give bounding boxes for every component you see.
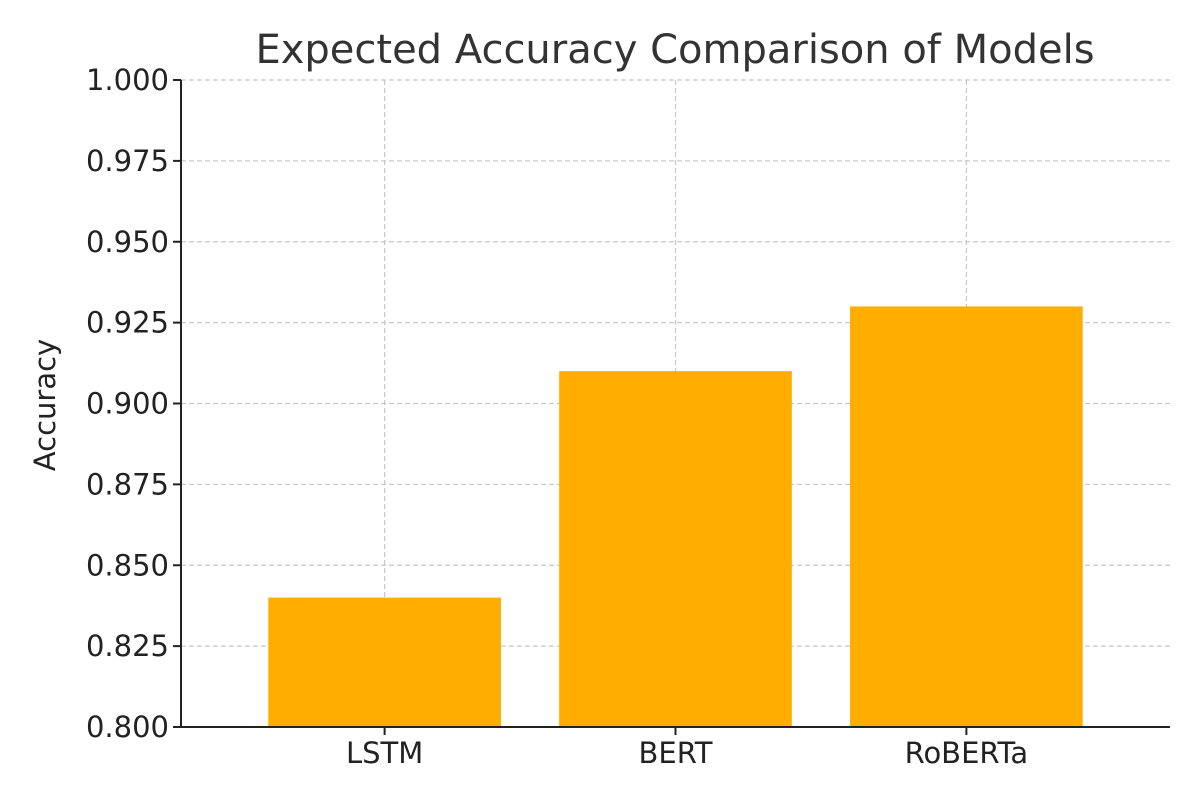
y-tick-label: 0.825 — [86, 629, 169, 663]
bar-roberta — [850, 306, 1083, 727]
bars — [268, 306, 1083, 727]
y-tick-label: 0.975 — [86, 144, 169, 178]
chart-title: Expected Accuracy Comparison of Models — [255, 27, 1094, 73]
y-axis-label: Accuracy — [28, 339, 62, 471]
y-tick-label: 1.000 — [86, 63, 169, 97]
y-tick-label: 0.800 — [86, 710, 169, 744]
bar-lstm — [268, 597, 501, 727]
x-tick-label: BERT — [639, 736, 713, 770]
y-tick-label: 0.850 — [86, 548, 169, 582]
x-tick-label: RoBERTa — [905, 736, 1029, 770]
y-tick-label: 0.925 — [86, 306, 169, 340]
y-tick-label: 0.900 — [86, 387, 169, 421]
y-axis-ticks: 0.800 0.825 0.850 0.875 0.900 0.925 0.950 0.975… — [86, 63, 181, 744]
y-tick-label: 0.950 — [86, 225, 169, 259]
bar-bert — [559, 371, 792, 727]
x-axis-ticks: LSTM BERT RoBERTa — [346, 727, 1028, 770]
y-tick-label: 0.875 — [86, 467, 169, 501]
x-tick-label: LSTM — [346, 736, 423, 770]
